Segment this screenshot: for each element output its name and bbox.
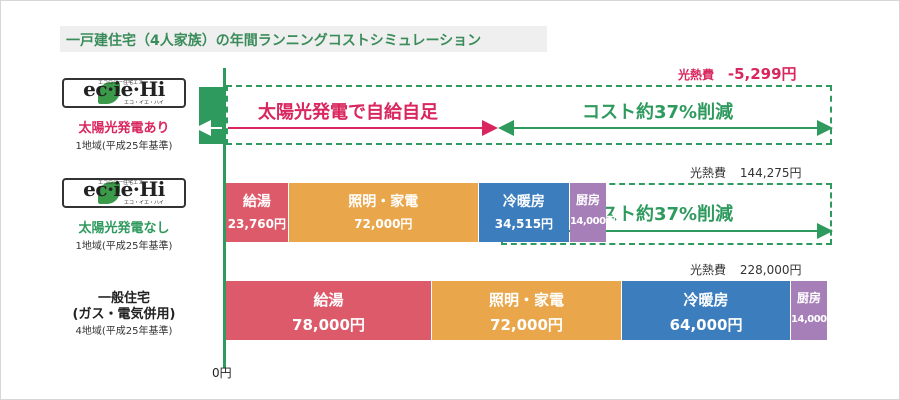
zero-label: 0円	[212, 366, 232, 380]
chart-title: 一戸建住宅（4人家族）の年間ランニングコストシミュレーション	[66, 33, 482, 49]
row1-total: 光熱費 -5,299円	[678, 63, 797, 84]
row3-total-value: 228,000円	[739, 263, 802, 277]
bar-2-1: 給湯 23,760円	[226, 183, 288, 242]
bar-value-label: 64,000円	[669, 316, 743, 334]
bar-value-label: 34,515円	[494, 217, 554, 231]
bar-series-name: 照明・家電	[488, 291, 564, 309]
bar-series-name: 厨房	[797, 291, 822, 305]
bar-value-label: 14,000円	[569, 216, 616, 227]
row3-total: 光熱費 228,000円	[690, 261, 801, 278]
bar-value-label: 78,000円	[292, 316, 365, 334]
bar-value-label: 14,000円	[791, 314, 837, 325]
zero-axis	[223, 68, 226, 368]
bar-3-2: 照明・家電 72,000円	[431, 281, 622, 340]
row1-arrow-right-text: コスト約37%削減	[582, 102, 734, 123]
logo-sub-top: エコロジー住宅エコ	[98, 180, 144, 186]
logo-sub-bottom: エコ・イエ・ハイ	[124, 200, 164, 206]
title-box: 一戸建住宅（4人家族）の年間ランニングコストシミュレーション	[60, 26, 547, 52]
row3-label2: (ガス・電気併用)	[72, 307, 176, 322]
bar-series-name: 照明・家電	[348, 194, 419, 210]
row2-total-value: 144,275円	[739, 166, 802, 180]
bar-series-name: 冷暖房	[683, 291, 729, 309]
bar-2-2: 照明・家電 72,000円	[288, 183, 478, 242]
row2-label: 太陽光発電なし	[78, 221, 170, 236]
bar-2-3: 冷暖房 34,515円	[478, 183, 569, 242]
bar-series-name: 給湯	[242, 194, 271, 210]
bar-series-name: 冷暖房	[502, 194, 545, 210]
bar-value-label: 23,760円	[227, 217, 287, 231]
row1-dashed-box	[226, 85, 832, 145]
leaf-icon	[98, 182, 120, 204]
bar-3-1: 給湯 78,000円	[226, 281, 431, 340]
row1-sub: 1地域(平成25年基準)	[75, 141, 173, 152]
row1-label: 太陽光発電あり	[78, 121, 170, 136]
row2-total-label: 光熱費	[690, 166, 727, 180]
eco-ie-hi-logo: ec·ie·Hi エコロジー住宅エコ エコ・イエ・ハイ	[62, 177, 186, 208]
leaf-icon	[98, 82, 120, 104]
bar-3-4: 厨房 14,000円	[791, 281, 837, 340]
bar-value-label: 72,000円	[354, 217, 413, 231]
bar-series-name: 厨房	[575, 193, 600, 207]
row1-arrow-left-text: 太陽光発電で自給自足	[258, 102, 438, 123]
row1-total-label: 光熱費	[678, 68, 715, 82]
row2-total: 光熱費 144,275円	[690, 164, 801, 181]
logo-text: ec·ie·Hi	[83, 77, 165, 101]
row2-sub: 1地域(平成25年基準)	[75, 241, 173, 252]
row1-total-value: -5,299円	[727, 65, 797, 83]
bar-3-3: 冷暖房 64,000円	[622, 281, 791, 340]
row3-sub: 4地域(平成25年基準)	[75, 326, 173, 337]
bar-value-label: 72,000円	[490, 316, 563, 334]
eco-ie-hi-logo: ec·ie·Hi エコロジー住宅エコ エコ・イエ・ハイ	[62, 77, 186, 108]
logo-text: ec·ie·Hi	[83, 177, 165, 201]
logo-sub-top: エコロジー住宅エコ	[98, 80, 144, 86]
bar-series-name: 給湯	[313, 291, 344, 309]
logo-sub-bottom: エコ・イエ・ハイ	[124, 100, 164, 106]
row2-arrow-right-text: コスト約37%削減	[582, 204, 734, 225]
row3-label: 一般住宅	[97, 291, 150, 306]
bar-2-4: 厨房 14,000円	[569, 183, 616, 242]
row3-total-label: 光熱費	[690, 263, 727, 277]
